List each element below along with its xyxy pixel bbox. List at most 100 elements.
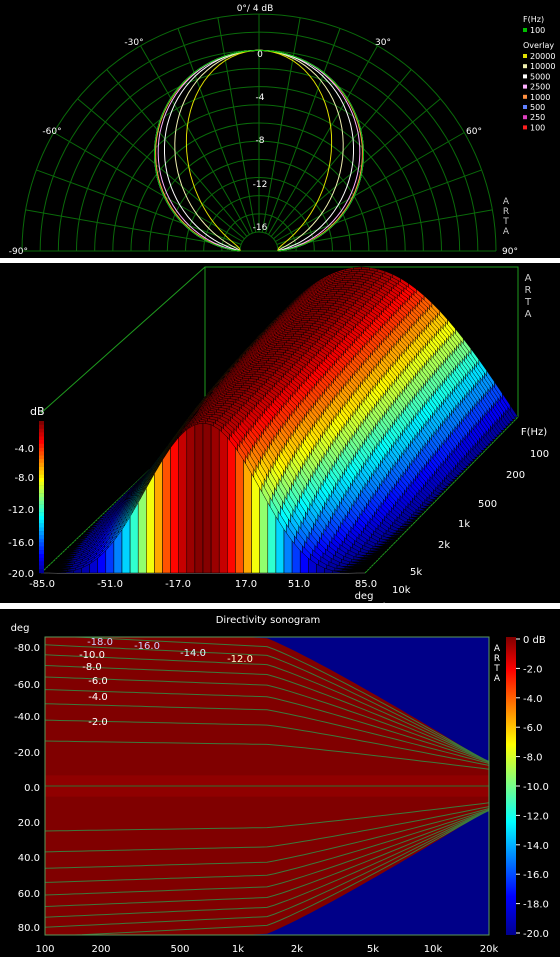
legend-label-5000: 5000 (530, 72, 550, 81)
surface-colorbar (39, 421, 44, 574)
sonogram-ylabel: deg (11, 623, 30, 634)
surface-facet (243, 459, 252, 574)
surface-facet (359, 560, 369, 563)
surface-facet (393, 533, 403, 536)
angle-label-30: 30° (375, 38, 391, 48)
sonogram-plot: Directivity sonogram deg -80.0 -60.0 -40… (11, 615, 549, 955)
y-tick-0: 0.0 (24, 783, 40, 794)
surface-facet (69, 550, 79, 554)
surface-facet (424, 499, 433, 505)
legend-label-10000: 10000 (530, 62, 555, 71)
watermark-letter-a2: A (503, 227, 510, 237)
contour-lower (44, 809, 490, 883)
contour-upper (45, 636, 490, 763)
surface-facet (433, 489, 443, 496)
polar-ray (36, 169, 242, 245)
y-tick-40: 40.0 (18, 853, 40, 864)
legend-swatch-5000 (523, 74, 527, 79)
y-tick-neg20: -20.0 (14, 748, 40, 759)
surface-facet (382, 545, 392, 547)
legend-label-1000: 1000 (530, 93, 550, 102)
surface-facet (402, 523, 411, 527)
y-tick-20: 20.0 (18, 818, 40, 829)
x-tick-5k: 5k (367, 944, 379, 955)
z-tick-20: -20.0 (8, 569, 34, 580)
polar-ray (177, 28, 253, 234)
watermark-letter-a1: A (525, 273, 532, 284)
colorbar-cell (39, 538, 44, 543)
colorbar-cell (39, 428, 44, 433)
surface-facet (202, 422, 212, 574)
polar-grid (21, 13, 497, 252)
surface-facet (170, 436, 179, 574)
contour-label-6: -6.0 (88, 676, 108, 687)
colorbar-cell (39, 535, 44, 539)
surface-facet (235, 446, 244, 574)
legend-swatch-100 (523, 125, 527, 130)
polar-ray (106, 69, 248, 237)
contour-label-10: -10.0 (79, 650, 105, 661)
colorbar-tick-label: -14.0 (523, 841, 549, 852)
f-tick-100: 100 (530, 449, 549, 460)
polar-ray (270, 69, 412, 237)
colorbar-cell (39, 455, 44, 460)
colorbar-cell (39, 519, 44, 524)
surface-facet (357, 563, 366, 565)
surface-facet (396, 531, 405, 534)
colorbar-tick-label: -12.0 (523, 811, 549, 822)
surface-facet (422, 501, 431, 507)
f-tick-2k: 2k (438, 540, 450, 551)
colorbar-cell (39, 531, 44, 536)
polar-plot: 0°/ 4 dB -90° -60° -30° 30° 60° 90° 0 -4… (9, 4, 556, 257)
surface-facet (457, 461, 467, 471)
surface-facet (428, 494, 439, 500)
sonogram-colorbar (506, 637, 516, 935)
colorbar-cell (39, 561, 44, 566)
surface-facet (347, 564, 356, 567)
colorbar-cell (39, 481, 44, 486)
legend-swatch-10000 (523, 64, 527, 69)
surface-facet (66, 547, 76, 549)
angle-label-neg60: -60° (42, 127, 61, 137)
surface-facet (387, 540, 396, 543)
surface-facet (344, 566, 354, 569)
colorbar-tick-label: -4.0 (523, 694, 543, 705)
colorbar-cell (39, 432, 44, 437)
surface-facet (210, 424, 220, 574)
surface-facet (363, 555, 373, 558)
polar-ray (261, 17, 301, 233)
ring-label-4: -4 (256, 93, 265, 103)
surface-facet (218, 428, 228, 574)
colorbar-cell (39, 466, 44, 471)
z-tick-8: -8.0 (14, 473, 34, 484)
x-tick-2k: 2k (291, 944, 303, 955)
contour-upper (44, 676, 490, 763)
watermark-letter-t: T (493, 664, 500, 674)
x-tick-10k: 10k (424, 944, 443, 955)
x-tick-51: 51.0 (288, 579, 310, 590)
legend-label-250: 250 (530, 113, 545, 122)
surface-facet (380, 547, 390, 549)
legend-label-500: 500 (530, 103, 545, 112)
polar-ray (140, 45, 250, 235)
polar-ray (273, 98, 441, 240)
surface-facet (56, 571, 66, 574)
colorbar-cell (39, 550, 44, 555)
legend-title: F(Hz) (523, 15, 544, 24)
contour-lower (44, 809, 490, 907)
surface-facet (137, 487, 147, 574)
polar-ray (217, 17, 257, 233)
surface-facet (439, 481, 449, 489)
surface-facet (389, 538, 398, 540)
x-tick-neg51: -51.0 (97, 579, 123, 590)
colorbar-cell (39, 542, 44, 547)
contour-upper (44, 654, 490, 763)
surface-facet (431, 491, 441, 498)
legend-swatch-2500 (523, 84, 527, 89)
colorbar-cell (39, 489, 44, 494)
watermark-letter-r: R (494, 654, 500, 664)
colorbar-cell (39, 554, 44, 558)
colorbar-cell (39, 451, 44, 456)
colorbar-cell (39, 508, 44, 513)
